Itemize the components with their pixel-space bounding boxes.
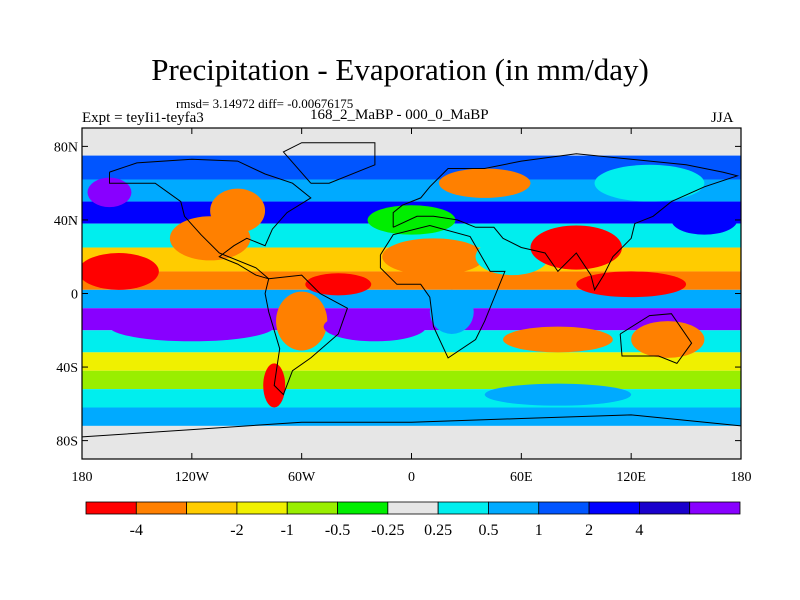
x-tick-label-5: 120E xyxy=(616,470,646,485)
field-band-7 xyxy=(82,289,741,309)
colorbar-segment-4 xyxy=(286,501,338,515)
x-tick-label-3: 0 xyxy=(408,470,415,485)
x-tick-label-4: 60E xyxy=(510,470,533,485)
field-band-11 xyxy=(82,370,741,390)
season-label: JJA xyxy=(711,110,734,126)
colorbar-label-6: 0.5 xyxy=(478,522,498,539)
colorbar-label-9: 4 xyxy=(635,522,643,539)
coastline-africa xyxy=(379,224,506,359)
field-patch-13 xyxy=(631,321,705,358)
field-patch-0 xyxy=(82,253,159,290)
chart-title: Precipitation - Evaporation (in mm/day) xyxy=(151,52,649,87)
field-patch-14 xyxy=(503,326,613,353)
colorbar-label-0: -4 xyxy=(130,522,143,539)
x-tick-label-6: 180 xyxy=(731,470,752,485)
field-patch-6 xyxy=(109,311,275,342)
colorbar-segment-3 xyxy=(236,501,288,515)
x-tick-label-2: 60W xyxy=(288,470,316,485)
field-patch-20 xyxy=(671,205,738,235)
colorbar-label-3: -0.5 xyxy=(325,522,350,539)
field-patch-16 xyxy=(594,164,705,202)
coastline-australia xyxy=(619,313,693,365)
y-tick-label-3: 40S xyxy=(56,361,78,376)
coastline-north-america xyxy=(109,158,312,280)
field-patch-17 xyxy=(438,168,531,198)
x-tick-label-0: 180 xyxy=(72,470,93,485)
field-patch-3 xyxy=(305,273,372,296)
coastline-layer xyxy=(82,142,741,459)
y-tick-label-4: 80S xyxy=(56,435,78,450)
field-patch-10 xyxy=(475,238,549,276)
coastline-antarctica xyxy=(82,414,741,459)
colorbar: -4 -2 -1 -0.5 -0.25 0.25 0.5 1 2 4 xyxy=(85,501,741,539)
y-tick-label-1: 40N xyxy=(54,214,78,229)
x-tick-label-1: 120W xyxy=(175,470,210,485)
stats-label: rmsd= 3.14972 diff= -0.00676175 xyxy=(176,96,354,111)
colorbar-segment-5 xyxy=(337,501,389,515)
field-patch-7 xyxy=(382,238,485,276)
y-tick-label-2: 0 xyxy=(71,288,78,303)
field-band-12 xyxy=(82,389,741,408)
colorbar-segment-12 xyxy=(689,501,741,515)
colorbar-segment-6 xyxy=(387,501,439,515)
field-patch-4 xyxy=(276,291,328,351)
coastline-eurasia xyxy=(392,153,740,292)
colorbar-segment-10 xyxy=(588,501,640,515)
colorbar-segment-11 xyxy=(638,501,691,515)
colorbar-label-5: 0.25 xyxy=(424,522,452,539)
colorbar-label-4: -0.25 xyxy=(371,522,404,539)
colorbar-segment-9 xyxy=(538,501,590,515)
field-patch-8 xyxy=(367,205,456,235)
colorbar-label-1: -2 xyxy=(230,522,243,539)
colorbar-label-8: 2 xyxy=(585,522,593,539)
field-patch-2 xyxy=(210,188,266,233)
field-band-6 xyxy=(82,271,741,290)
period-label: 168_2_MaBP - 000_0_MaBP xyxy=(310,107,489,123)
field-layer xyxy=(82,128,741,459)
coastline-south-america xyxy=(264,274,349,396)
field-patch-12 xyxy=(576,271,687,298)
colorbar-segment-0 xyxy=(85,501,137,515)
field-patch-9 xyxy=(429,289,474,334)
field-band-13 xyxy=(82,407,741,426)
coastline-greenland xyxy=(282,142,376,184)
colorbar-segment-1 xyxy=(135,501,188,515)
y-tick-label-0: 80N xyxy=(54,140,78,155)
field-patch-5 xyxy=(323,311,427,342)
colorbar-label-7: 1 xyxy=(535,522,543,539)
field-band-10 xyxy=(82,352,741,371)
field-patch-18 xyxy=(87,177,132,208)
experiment-label: Expt = teyIi1-teyfa3 xyxy=(82,110,204,126)
field-patch-11 xyxy=(530,225,623,270)
colorbar-segment-8 xyxy=(488,501,540,515)
axis-ticks: 180 120W 60W 0 60E 120E 180 80N 40N 0 40S 80S xyxy=(54,128,752,485)
colorbar-label-2: -1 xyxy=(281,522,294,539)
field-band-1 xyxy=(82,155,741,180)
field-patch-15 xyxy=(484,383,632,406)
colorbar-segment-7 xyxy=(437,501,489,515)
colorbar-segment-2 xyxy=(186,501,238,515)
